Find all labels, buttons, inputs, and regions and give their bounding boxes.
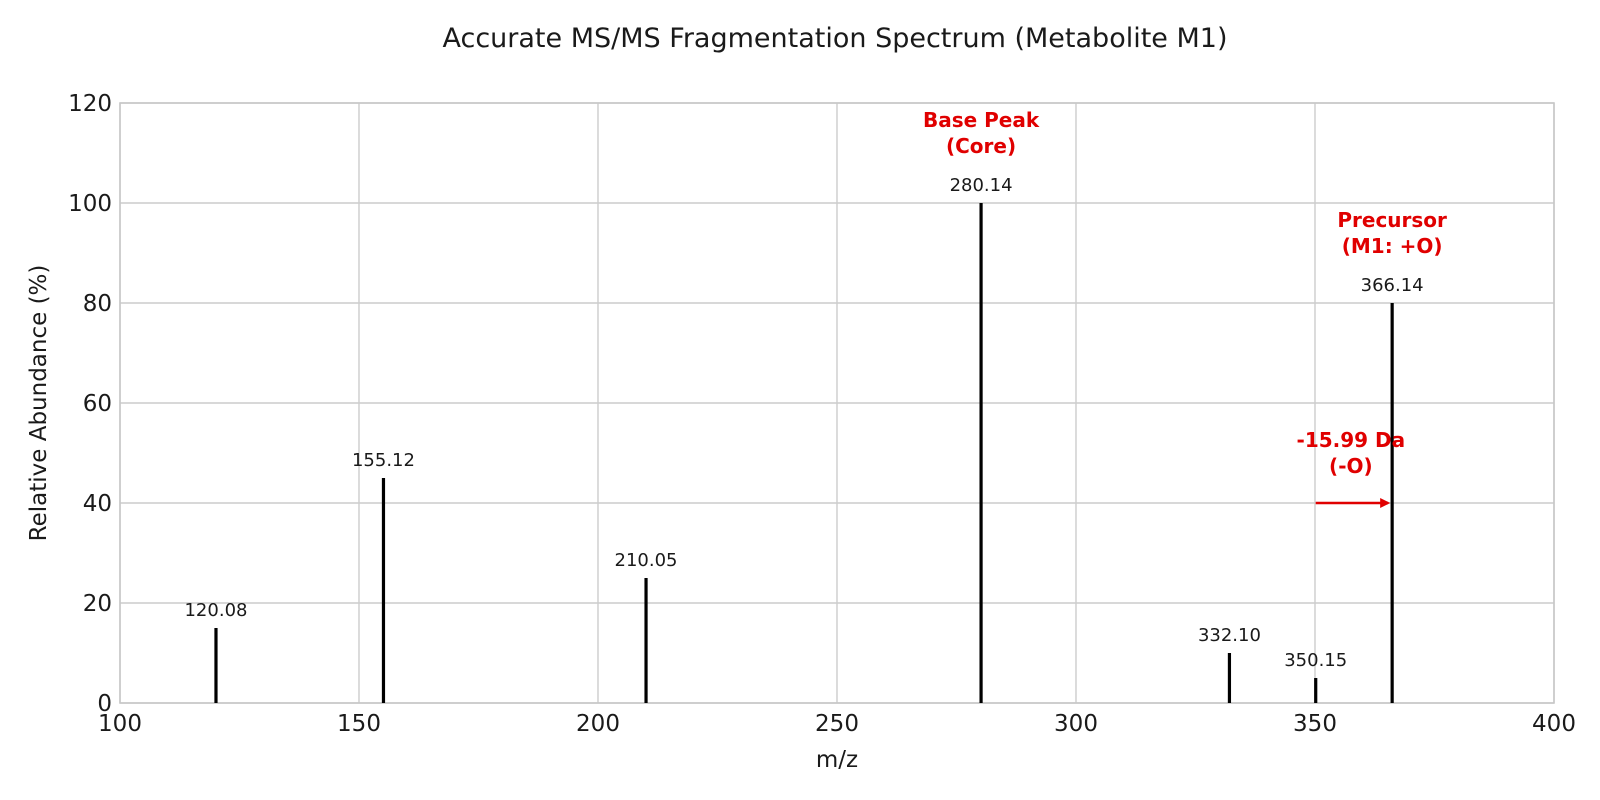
plot-frame bbox=[119, 102, 1555, 704]
annotation-text: (-O) bbox=[1329, 454, 1373, 478]
annotation-text: (Core) bbox=[946, 134, 1016, 158]
peak-label: 280.14 bbox=[950, 175, 1013, 196]
annotation-text: Precursor bbox=[1337, 208, 1447, 232]
x-tick-label: 350 bbox=[1293, 711, 1337, 737]
x-axis-label: m/z bbox=[816, 747, 858, 773]
annotation-text: -15.99 Da bbox=[1297, 428, 1406, 452]
chart-title: Accurate MS/MS Fragmentation Spectrum (M… bbox=[442, 23, 1227, 54]
y-tick-label: 20 bbox=[83, 591, 112, 617]
y-tick-label: 60 bbox=[83, 391, 112, 417]
peak-label: 350.15 bbox=[1284, 650, 1347, 671]
peak-label: 332.10 bbox=[1198, 625, 1261, 646]
x-tick-label: 150 bbox=[337, 711, 381, 737]
peak-label: 366.14 bbox=[1361, 275, 1424, 296]
spectrum-peaks: 120.08 155.12 210.05 280.14 332.10 350.15 366.… bbox=[184, 175, 1424, 703]
grid-lines bbox=[119, 102, 1555, 704]
y-tick-label: 80 bbox=[83, 291, 112, 317]
axis-ticks: 100 150 200 250 300 350 400 0 20 40 60 80 100 120 bbox=[68, 91, 1576, 737]
annotation-text: (M1: +O) bbox=[1342, 234, 1443, 258]
y-tick-label: 40 bbox=[83, 491, 112, 517]
x-tick-label: 300 bbox=[1054, 711, 1098, 737]
x-tick-label: 200 bbox=[576, 711, 620, 737]
x-tick-label: 250 bbox=[815, 711, 859, 737]
y-axis-label: Relative Abundance (%) bbox=[26, 265, 52, 542]
y-tick-label: 120 bbox=[68, 91, 112, 117]
x-tick-label: 100 bbox=[98, 711, 142, 737]
peak-label: 120.08 bbox=[184, 600, 247, 621]
annotation-text: Base Peak bbox=[923, 108, 1040, 132]
peak-label: 155.12 bbox=[352, 450, 415, 471]
y-tick-label: 100 bbox=[68, 191, 112, 217]
y-tick-label: 0 bbox=[97, 691, 112, 717]
annotations: Base Peak(Core) Precursor(M1: +O) -15.99 D… bbox=[923, 108, 1447, 508]
peak-label: 210.05 bbox=[615, 550, 678, 571]
x-tick-label: 400 bbox=[1532, 711, 1576, 737]
